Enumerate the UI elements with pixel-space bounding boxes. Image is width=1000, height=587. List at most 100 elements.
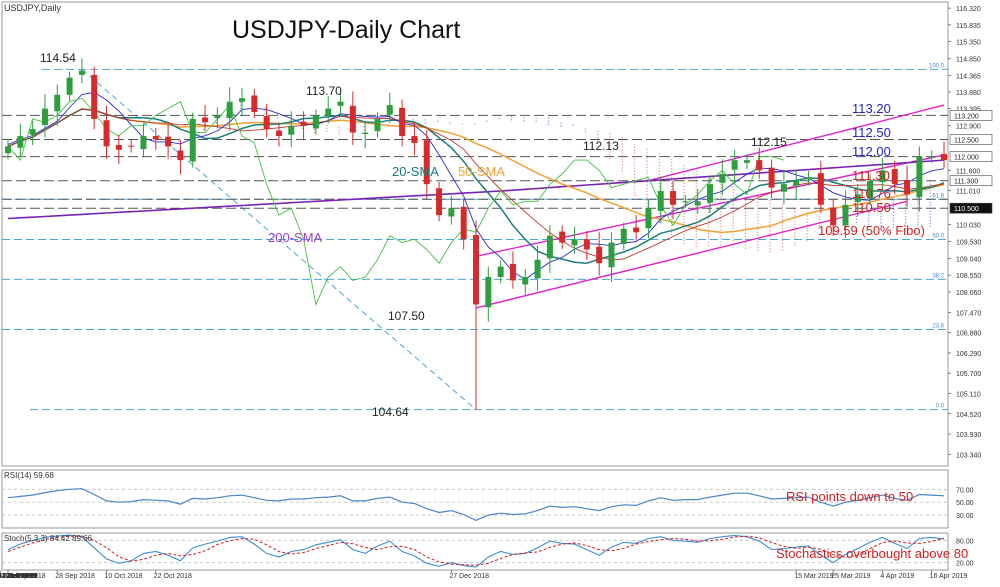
cloud-dot [794, 232, 796, 234]
cloud-dot [412, 122, 414, 124]
candlesticks [5, 58, 947, 410]
cloud-dot [868, 208, 870, 210]
rsi-axis-label: 50.00 [956, 500, 974, 507]
cloud-dot [658, 167, 660, 170]
cloud-dot [720, 214, 722, 216]
cloud-dot [744, 202, 747, 204]
cloud-dot [781, 213, 784, 215]
cloud-dot [769, 215, 771, 217]
cloud-dot [732, 240, 734, 242]
candle-body [743, 160, 750, 163]
candle-body [399, 107, 406, 137]
cloud-dot [695, 200, 697, 202]
cloud-dot [646, 190, 648, 192]
cloud-dot [929, 219, 931, 221]
swing-label: 112.15 [751, 135, 787, 149]
cloud-dot [264, 110, 266, 112]
candle-body [91, 74, 98, 119]
candle-body [41, 108, 48, 126]
cloud-dot [547, 120, 550, 122]
candle-body [534, 259, 541, 279]
candle-body [583, 239, 590, 250]
cloud-dot [892, 202, 894, 204]
cloud-dot [683, 227, 685, 230]
cloud-dot [646, 148, 648, 150]
cloud-dot [683, 212, 685, 215]
cloud-dot [708, 244, 710, 246]
fibo-label: 100.0 [929, 63, 945, 69]
cloud-dot [720, 196, 722, 198]
cloud-dot [683, 218, 685, 221]
candle-body [485, 276, 492, 308]
cloud-dot [658, 170, 660, 173]
cloud-dot [671, 177, 673, 179]
cloud-dot [486, 120, 488, 122]
cloud-dot [929, 216, 931, 218]
cloud-dot [769, 227, 771, 229]
cloud-dot [781, 228, 784, 230]
candle-body [17, 136, 24, 148]
cloud-dot [880, 213, 882, 215]
cloud-dot [683, 242, 685, 245]
candle-body [682, 201, 689, 203]
cloud-dot [658, 188, 660, 191]
cloud-dot [621, 149, 623, 151]
cloud-dot [781, 225, 784, 227]
cloud-dot [498, 117, 500, 120]
cloud-dot [769, 242, 771, 244]
price-axis-label: 112.000 [954, 155, 979, 162]
price-axis-label: 113.200 [954, 113, 979, 120]
candle-body [756, 160, 763, 171]
cloud-dot [708, 223, 710, 225]
candle-body [571, 239, 578, 246]
cloud-dot [695, 182, 697, 184]
sma200-line [7, 159, 945, 220]
cloud-dot [609, 139, 611, 141]
cloud-dot [806, 218, 808, 220]
cloud-dot [732, 213, 734, 215]
cloud-dot [929, 183, 931, 185]
cloud-dot [892, 223, 894, 225]
candle-body [349, 105, 356, 133]
cloud-dot [917, 200, 919, 202]
cloud-dot [695, 173, 697, 175]
level-label: 112.00 [852, 144, 891, 159]
cloud-dot [412, 119, 414, 121]
cloud-dot [671, 171, 673, 173]
cloud-dot [634, 173, 636, 175]
cloud-dot [781, 243, 784, 245]
cloud-dot [634, 176, 636, 178]
cloud-dot [732, 234, 734, 236]
cloud-dot [646, 172, 648, 174]
date-axis-label: 9 Jan 2019 [0, 573, 33, 580]
cloud-dot [338, 133, 340, 135]
cloud-dot [609, 157, 611, 159]
cloud-dot [720, 220, 722, 222]
price-axis-label: 105.700 [956, 371, 981, 378]
cloud-dot [621, 146, 623, 148]
cloud-dot [744, 211, 747, 213]
cloud-dot [905, 207, 907, 209]
price-axis-label: 107.470 [956, 310, 981, 317]
stoch-annotation: Stochastics overbought above 80 [776, 546, 968, 561]
cloud-dot [658, 152, 660, 155]
cloud-dot [769, 248, 771, 250]
cloud-dot [818, 215, 821, 218]
candle-body [411, 136, 418, 143]
cloud-dot [671, 210, 673, 212]
cloud-dot [720, 208, 722, 210]
cloud-dot [671, 183, 673, 185]
cloud-dot [671, 159, 673, 161]
cloud-dot [671, 219, 673, 221]
cloud-dot [818, 227, 821, 230]
cloud-dot [757, 222, 759, 224]
cloud-dot [646, 154, 648, 156]
candle-body [854, 194, 861, 203]
cloud-dot [757, 195, 759, 197]
cloud-dot [695, 230, 697, 232]
level-label: 110.76 [852, 186, 891, 201]
candle-body [374, 118, 381, 132]
cloud-dot [757, 210, 759, 212]
cloud-dot [634, 167, 636, 169]
cloud-dot [744, 205, 747, 207]
